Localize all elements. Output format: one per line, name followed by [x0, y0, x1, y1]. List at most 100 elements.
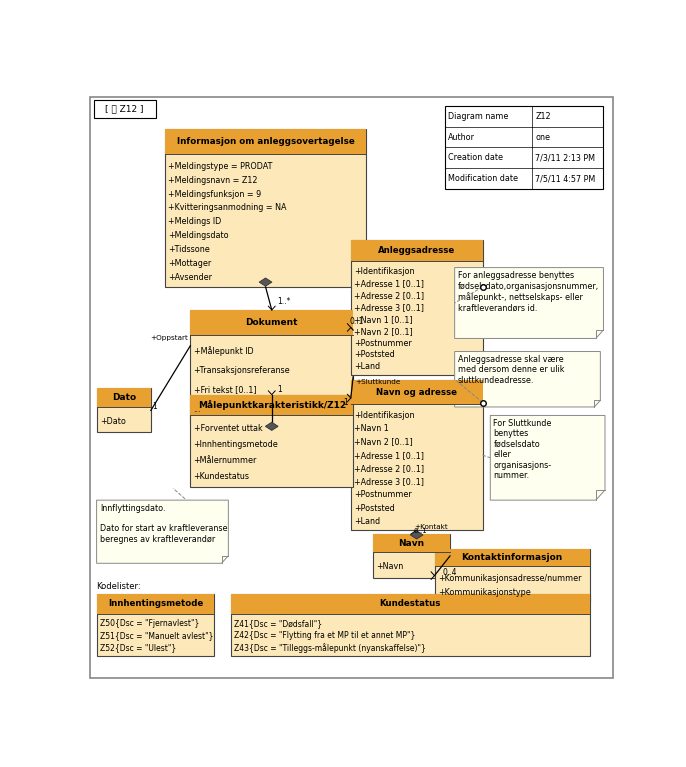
Text: Innflyttingsdato.

Dato for start av kraftleveranse
beregnes av kraftleverandør: Innflyttingsdato. Dato for start av kraf…	[99, 504, 227, 544]
Text: For anleggsadresse benyttes
fødselsdato,organisasjonsnummer,
målepunkt-, nettsel: For anleggsadresse benyttes fødselsdato,…	[458, 272, 599, 312]
Text: +Kontakt: +Kontakt	[414, 525, 448, 530]
FancyBboxPatch shape	[445, 106, 604, 189]
Text: +Poststed: +Poststed	[354, 351, 394, 360]
Text: 0..4: 0..4	[442, 568, 457, 577]
Text: 1..*: 1..*	[277, 297, 290, 306]
Text: +Oppstart: +Oppstart	[150, 334, 188, 341]
Text: Dokument: Dokument	[246, 318, 298, 327]
Text: +Kundestatus: +Kundestatus	[193, 472, 250, 481]
Text: +Identifikasjon: +Identifikasjon	[354, 411, 414, 420]
Text: +Kommunikasjonsadresse/nummer: +Kommunikasjonsadresse/nummer	[438, 574, 581, 583]
FancyBboxPatch shape	[372, 534, 450, 578]
Text: one: one	[535, 133, 550, 142]
Text: +Fri tekst [0..1]: +Fri tekst [0..1]	[193, 385, 256, 394]
Text: Anleggsadresse skal være
med dersom denne er ulik
sluttkundeadresse.: Anleggsadresse skal være med dersom denn…	[458, 355, 565, 385]
Text: +Navn: +Navn	[376, 562, 403, 571]
FancyBboxPatch shape	[97, 594, 215, 656]
Text: Author: Author	[448, 133, 475, 142]
FancyBboxPatch shape	[434, 549, 589, 566]
Text: +Postnummer: +Postnummer	[354, 338, 412, 347]
Polygon shape	[259, 278, 272, 286]
Text: 0..1: 0..1	[414, 528, 427, 535]
Text: +Navn 2 [0..1]: +Navn 2 [0..1]	[354, 327, 413, 336]
Text: +Poststed: +Poststed	[354, 504, 394, 513]
Text: +Postnummer: +Postnummer	[354, 490, 412, 499]
FancyBboxPatch shape	[191, 395, 353, 415]
Text: +Meldingsdato: +Meldingsdato	[168, 232, 228, 240]
Text: Navn og adresse: Navn og adresse	[376, 387, 457, 397]
Text: Z42{Dsc = "Flytting fra et MP til et annet MP"}: Z42{Dsc = "Flytting fra et MP til et ann…	[234, 631, 415, 640]
Text: +Identifikasjon: +Identifikasjon	[354, 267, 414, 276]
Text: Creation date: Creation date	[448, 153, 503, 163]
Text: 7/5/11 4:57 PM: 7/5/11 4:57 PM	[535, 174, 595, 183]
Text: Navn: Navn	[398, 538, 425, 548]
Text: 0..1: 0..1	[349, 317, 364, 326]
Text: For Sluttkunde
benyttes
fødselsdato
eller
organisasjons-
nummer.: For Sluttkunde benyttes fødselsdato elle…	[493, 419, 552, 480]
Text: +Kommunikasjonstype: +Kommunikasjonstype	[438, 588, 530, 597]
FancyBboxPatch shape	[351, 380, 482, 530]
Text: +Adresse 1 [0..1]: +Adresse 1 [0..1]	[354, 451, 424, 459]
Text: +Målepunkt ID: +Målepunkt ID	[193, 346, 253, 356]
Polygon shape	[410, 531, 423, 539]
Text: +Tidssone: +Tidssone	[168, 245, 210, 255]
Text: +Innhentingsmetode: +Innhentingsmetode	[193, 440, 279, 449]
Text: +Adresse 1 [0..1]: +Adresse 1 [0..1]	[354, 279, 424, 288]
Text: Z52{Dsc = "Ulest"}: Z52{Dsc = "Ulest"}	[99, 644, 176, 653]
FancyBboxPatch shape	[97, 389, 151, 433]
Text: 1: 1	[277, 385, 282, 393]
Text: Kodelister:: Kodelister:	[97, 581, 141, 591]
Text: Informasjon om anleggsovertagelse: Informasjon om anleggsovertagelse	[177, 137, 355, 146]
Text: Kontaktinformasjon: Kontaktinformasjon	[462, 553, 563, 562]
FancyBboxPatch shape	[191, 310, 353, 422]
Text: +Navn 1: +Navn 1	[354, 424, 389, 433]
Text: +Adresse 3 [0..1]: +Adresse 3 [0..1]	[354, 477, 424, 486]
FancyBboxPatch shape	[351, 240, 482, 374]
Text: +Land: +Land	[354, 362, 380, 371]
Text: +Meldings ID: +Meldings ID	[168, 218, 222, 226]
Text: Diagram name: Diagram name	[448, 112, 508, 120]
FancyBboxPatch shape	[434, 549, 589, 602]
FancyBboxPatch shape	[90, 97, 613, 678]
Text: +Adresse 2 [0..1]: +Adresse 2 [0..1]	[354, 291, 424, 300]
Text: +Avsender: +Avsender	[168, 273, 212, 282]
FancyBboxPatch shape	[230, 594, 589, 656]
Text: ...: ...	[193, 404, 201, 413]
Text: +Transaksjonsreferanse: +Transaksjonsreferanse	[193, 366, 290, 375]
Text: Innhentingsmetode: Innhentingsmetode	[108, 600, 203, 608]
Text: +Meldingsnavn = Z12: +Meldingsnavn = Z12	[168, 176, 257, 185]
FancyBboxPatch shape	[97, 389, 151, 407]
Text: Z41{Dsc = "Dødsfall"}: Z41{Dsc = "Dødsfall"}	[234, 620, 322, 628]
Text: +Meldingstype = PRODAT: +Meldingstype = PRODAT	[168, 162, 272, 170]
Text: Modification date: Modification date	[448, 174, 518, 183]
Text: [ 图 Z12 ]: [ 图 Z12 ]	[105, 104, 144, 114]
Text: +Forventet uttak: +Forventet uttak	[193, 424, 262, 433]
FancyBboxPatch shape	[165, 129, 366, 287]
Text: +Mottager: +Mottager	[168, 259, 211, 268]
Text: Z50{Dsc = "Fjernavlest"}: Z50{Dsc = "Fjernavlest"}	[99, 620, 199, 628]
Text: +Dato: +Dato	[99, 416, 126, 426]
FancyBboxPatch shape	[230, 594, 589, 614]
FancyBboxPatch shape	[97, 594, 215, 614]
Text: +Adresse 3 [0..1]: +Adresse 3 [0..1]	[354, 303, 424, 312]
FancyBboxPatch shape	[372, 534, 450, 552]
FancyBboxPatch shape	[165, 129, 366, 154]
Text: +Land: +Land	[354, 517, 380, 526]
Polygon shape	[97, 500, 228, 563]
Text: +Adresse 2 [0..1]: +Adresse 2 [0..1]	[354, 464, 424, 473]
Text: +Navn 2 [0..1]: +Navn 2 [0..1]	[354, 437, 413, 446]
Text: +Meldingsfunksjon = 9: +Meldingsfunksjon = 9	[168, 189, 261, 199]
Text: Z51{Dsc = "Manuelt avlest"}: Z51{Dsc = "Manuelt avlest"}	[99, 631, 213, 640]
Text: Z43{Dsc = "Tilleggs-målepunkt (nyanskaffelse)"}: Z43{Dsc = "Tilleggs-målepunkt (nyanskaff…	[234, 643, 426, 653]
Text: +Målernummer: +Målernummer	[193, 456, 257, 465]
FancyBboxPatch shape	[191, 395, 353, 487]
Text: +Kvitteringsanmodning = NA: +Kvitteringsanmodning = NA	[168, 203, 287, 212]
Text: Z12: Z12	[535, 112, 551, 120]
Text: 7/3/11 2:13 PM: 7/3/11 2:13 PM	[535, 153, 595, 163]
Polygon shape	[455, 351, 600, 407]
FancyBboxPatch shape	[351, 240, 482, 262]
Text: +Navn 1 [0..1]: +Navn 1 [0..1]	[354, 314, 412, 324]
Text: Kundestatus: Kundestatus	[379, 600, 441, 608]
Text: Målepunktkarakteristikk/Z12: Målepunktkarakteristikk/Z12	[198, 400, 346, 410]
Text: Anleggsadresse: Anleggsadresse	[378, 246, 456, 255]
FancyBboxPatch shape	[191, 310, 353, 334]
